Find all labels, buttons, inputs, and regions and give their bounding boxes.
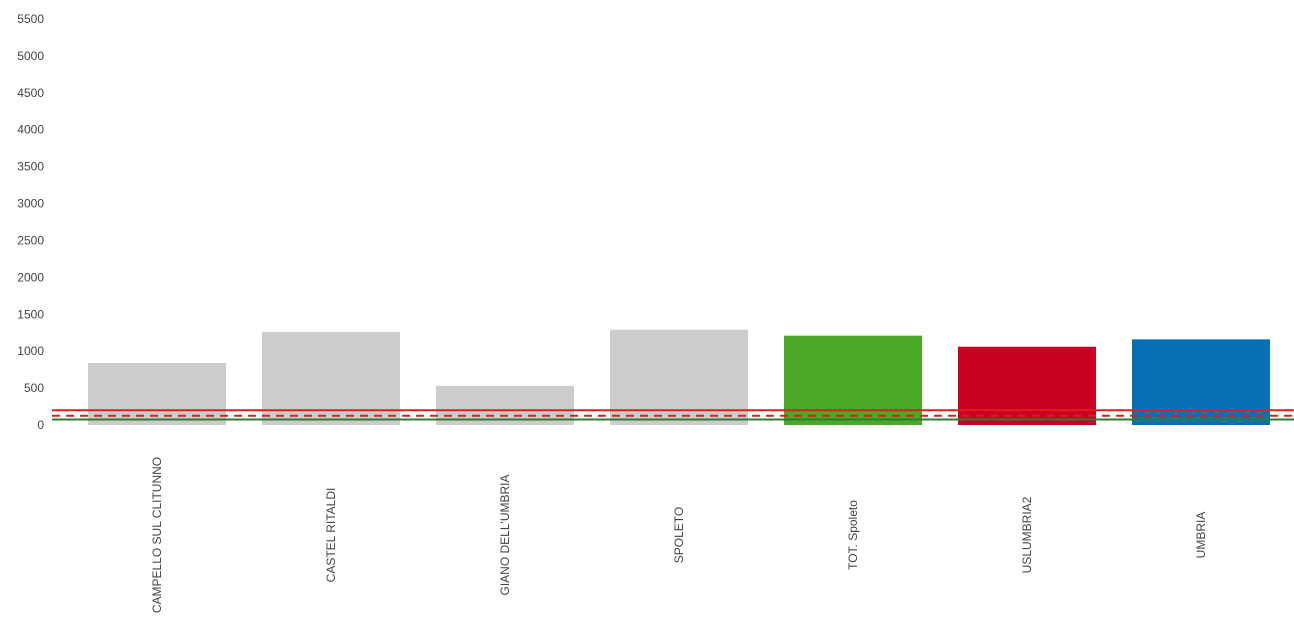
y-tick-label: 5000: [17, 49, 44, 63]
y-tick-label: 3500: [17, 160, 44, 174]
reference-lines: [52, 409, 1294, 421]
x-category-label: USLUMBRIA2: [1020, 496, 1034, 573]
y-tick-label: 2000: [17, 270, 44, 284]
x-category-label: GIANO DELL'UMBRIA: [498, 475, 512, 596]
x-category-label: CASTEL RITALDI: [324, 488, 338, 583]
bar: [610, 329, 748, 425]
x-category-label: CAMPELLO SUL CLITUNNO: [150, 457, 164, 613]
bar: [88, 362, 226, 425]
y-tick-label: 1000: [17, 344, 44, 358]
y-tick-label: 5500: [17, 12, 44, 26]
bar: [958, 346, 1096, 425]
y-tick-label: 4500: [17, 86, 44, 100]
bar: [784, 335, 922, 425]
x-category-label: UMBRIA: [1194, 512, 1208, 559]
bar: [1132, 339, 1270, 425]
y-tick-label: 0: [37, 418, 44, 432]
x-category-label: TOT. Spoleto: [846, 500, 860, 570]
y-axis-ticks: 0 500 1000 1500 2000 2500 3000 3500 4000 4500 5000…: [17, 12, 44, 432]
y-tick-label: 500: [24, 381, 44, 395]
x-axis-labels: CAMPELLO SUL CLITUNNO CASTEL RITALDI GIANO…: [150, 457, 1208, 613]
x-category-label: SPOLETO: [672, 507, 686, 563]
y-tick-label: 2500: [17, 233, 44, 247]
y-tick-label: 1500: [17, 307, 44, 321]
y-tick-label: 4000: [17, 123, 44, 137]
y-tick-label: 3000: [17, 197, 44, 211]
